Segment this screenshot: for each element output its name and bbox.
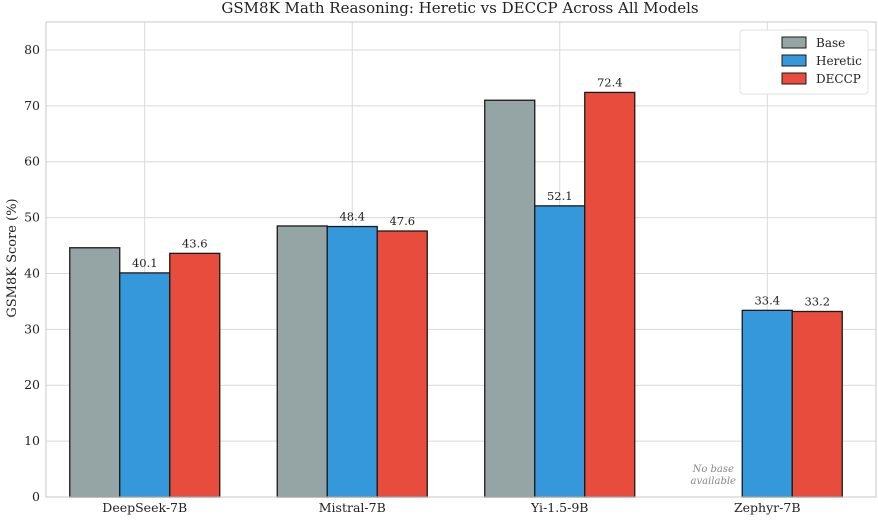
annotation-line: available xyxy=(691,476,737,487)
plot-frame xyxy=(45,21,877,498)
bars-layer xyxy=(69,91,843,498)
legend-swatch xyxy=(781,72,807,85)
legend-label: Base xyxy=(816,36,845,50)
axes-layer: 0 10 20 30 40 50 60 70 80 DeepSeek-7B Mistral-7B Yi… xyxy=(24,21,877,515)
y-tick-label: 10 xyxy=(24,433,40,448)
y-tick-label: 20 xyxy=(24,377,40,392)
legend-swatch xyxy=(781,36,807,49)
annotation-line: No base xyxy=(692,464,734,475)
bar-value-label: 33.4 xyxy=(754,293,780,307)
y-tick-label: 70 xyxy=(24,98,40,113)
bar-deccp xyxy=(791,310,843,498)
bar-deccp xyxy=(584,91,636,498)
bar-value-label: 40.1 xyxy=(132,256,158,270)
annotation-text: No base available xyxy=(691,464,737,487)
y-tick-label: 60 xyxy=(24,154,40,169)
x-tick-label: DeepSeek-7B xyxy=(102,500,187,515)
x-tick-label: Yi-1.5-9B xyxy=(530,500,589,515)
bar-base xyxy=(69,247,121,498)
y-tick-label: 80 xyxy=(24,42,40,57)
x-tick-label: Zephyr-7B xyxy=(734,500,801,515)
labels-layer: 40.1 48.4 52.1 33.4 43.6 47.6 72.4 33.2 No base a… xyxy=(132,75,830,487)
bar-base xyxy=(484,99,536,498)
bar-deccp xyxy=(169,252,221,498)
legend-swatch xyxy=(781,54,807,67)
chart-title: GSM8K Math Reasoning: Heretic vs DECCP A… xyxy=(221,0,698,17)
bar-value-label: 47.6 xyxy=(389,214,415,228)
y-tick-label: 50 xyxy=(24,210,40,225)
bar-value-label: 33.2 xyxy=(804,294,830,308)
bar-heretic xyxy=(119,272,171,498)
legend-label: DECCP xyxy=(816,72,861,86)
y-axis-label: GSM8K Score (%) xyxy=(5,198,20,317)
bar-heretic xyxy=(534,205,586,498)
bar-heretic xyxy=(326,225,378,498)
legend: Base Heretic DECCP xyxy=(739,29,869,95)
y-tick-label: 40 xyxy=(24,265,40,280)
bar-heretic xyxy=(741,309,793,498)
y-tick-label: 30 xyxy=(24,321,40,336)
legend-label: Heretic xyxy=(816,54,862,68)
bar-value-label: 48.4 xyxy=(339,210,365,224)
bar-value-label: 43.6 xyxy=(182,236,208,250)
x-tick-label: Mistral-7B xyxy=(319,500,386,515)
bar-value-label: 72.4 xyxy=(597,75,623,89)
y-tick-label: 0 xyxy=(32,489,40,504)
bar-base xyxy=(276,225,328,498)
bar-deccp xyxy=(376,230,428,498)
bar-value-label: 52.1 xyxy=(547,189,573,203)
